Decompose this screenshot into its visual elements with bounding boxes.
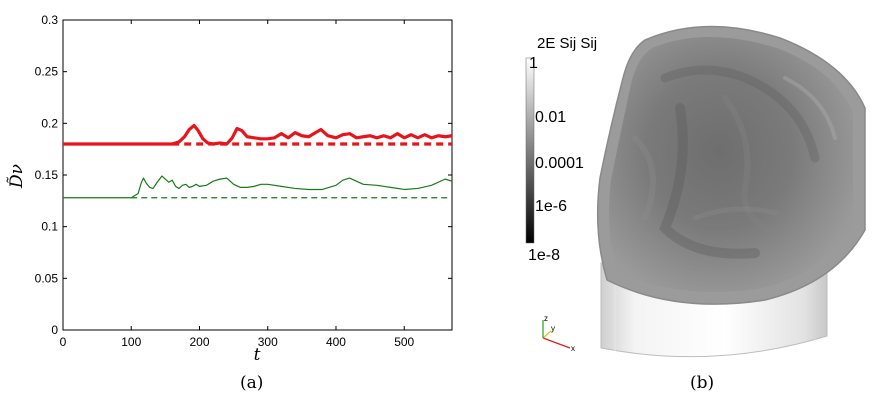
plot-frame: [62, 19, 453, 331]
y-tick-label: 0.1: [41, 220, 58, 234]
y-tick-label: 0.2: [41, 116, 58, 130]
x-tick-label: 0: [60, 335, 67, 349]
series-line-0: [63, 123, 453, 146]
x-tick-label: 300: [258, 335, 278, 349]
x-tick-label: 200: [189, 335, 209, 349]
x-axis-label: t: [254, 345, 261, 365]
colorbar-title: 2E Sij Sij: [537, 35, 597, 52]
x-tick-label: 500: [394, 335, 414, 349]
axis-triad: z y x: [542, 314, 575, 353]
caption-b: (b): [690, 373, 715, 393]
strain-rate-rendering: 2E Sij Sij 1 0.01 0.0001 1e-6 1e-8 z y x: [525, 25, 866, 358]
triad-y-label: y: [551, 324, 555, 333]
colorbar-gradient: [525, 57, 535, 244]
colorbar-label-1e-6: 1e-6: [535, 198, 567, 215]
caption-a: (a): [240, 373, 264, 393]
y-tick-label: 0.15: [35, 168, 59, 182]
colorbar-label-1e-8: 1e-8: [528, 247, 560, 264]
y-tick-label: 0.25: [35, 65, 59, 79]
colorbar-label-1: 1: [529, 55, 538, 72]
y-axis-label: D̃ν: [7, 164, 27, 189]
triad-x-label: x: [571, 344, 575, 353]
y-tick-label: 0: [51, 323, 58, 337]
y-tick-label: 0.3: [41, 13, 58, 27]
x-tick-label: 400: [326, 335, 346, 349]
strain-rate-surface: [609, 37, 853, 293]
x-tick-label: 100: [121, 335, 141, 349]
dissipation-line-chart: 0 100 200 300 400 500 00.050.10.150.20.250.3 …: [7, 13, 453, 365]
y-tick-label: 0.05: [35, 271, 59, 285]
colorbar: 2E Sij Sij 1 0.01 0.0001 1e-6 1e-8: [525, 35, 597, 264]
y-ticks: 0 0.05 0.1 0.15 0.2 0.25 0.3: [35, 13, 452, 337]
series-line-2: [63, 175, 453, 199]
colorbar-label-0.0001: 0.0001: [535, 155, 584, 172]
triad-x-axis: [542, 337, 571, 349]
triad-y-axis: [542, 330, 552, 339]
colorbar-label-0.01: 0.01: [535, 109, 566, 126]
triad-z-label: z: [544, 314, 548, 323]
x-ticks: 0 100 200 300 400 500: [60, 20, 415, 349]
surface-texture: [632, 65, 837, 259]
series-layer: [63, 123, 453, 199]
